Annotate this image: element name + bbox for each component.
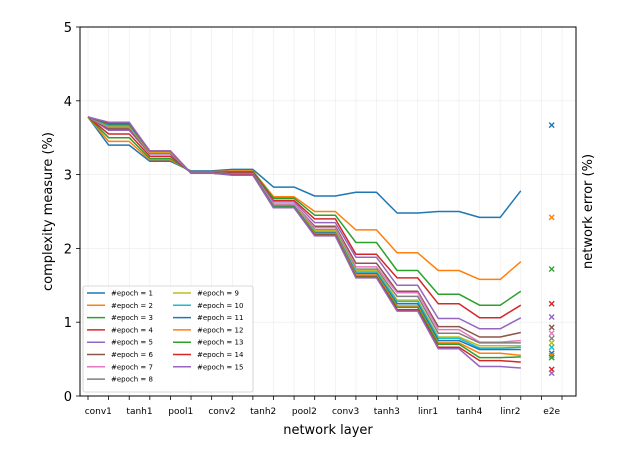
error-markers xyxy=(548,122,555,377)
x-tick-label: tanh4 xyxy=(456,407,482,417)
x-axis-ticks: conv1 tanh1 pool1 conv2 tanh2 pool2 conv3 tanh3… xyxy=(85,396,563,417)
x-tick-label: linr1 xyxy=(418,407,438,417)
x-tick-label: tanh3 xyxy=(374,407,400,417)
legend-label: #epoch = 5 xyxy=(111,339,153,347)
y-tick-label: 4 xyxy=(64,95,72,110)
error-marker-stroke xyxy=(548,370,555,377)
x-tick-label: tanh1 xyxy=(126,407,152,417)
legend-label: #epoch = 12 xyxy=(197,326,243,334)
error-marker xyxy=(548,352,555,359)
legend-label: #epoch = 1 xyxy=(111,290,153,298)
y-tick-label: 2 xyxy=(64,242,72,257)
error-marker-stroke xyxy=(548,314,555,321)
y-axis-label: complexity measure (%) xyxy=(41,132,56,291)
legend-label: #epoch = 10 xyxy=(197,302,243,310)
error-marker xyxy=(548,370,555,377)
legend: #epoch = 1 #epoch = 2 #epoch = 3 #epoch = 4… xyxy=(82,285,254,393)
series-line xyxy=(87,116,522,306)
y-tick-label: 0 xyxy=(64,390,72,405)
error-marker xyxy=(548,350,555,357)
error-marker-stroke xyxy=(548,324,555,331)
legend-label: #epoch = 11 xyxy=(197,314,243,322)
series-line xyxy=(87,116,522,219)
legend-label: #epoch = 7 xyxy=(111,363,153,371)
error-marker xyxy=(548,344,555,351)
x-tick-label: conv3 xyxy=(332,407,359,417)
plot-frame xyxy=(79,26,577,397)
series-line xyxy=(87,116,522,281)
x-tick-label: tanh2 xyxy=(250,407,276,417)
error-marker xyxy=(548,266,555,273)
x-axis-label: network layer xyxy=(283,423,373,438)
series-line xyxy=(87,116,521,369)
error-marker xyxy=(548,314,555,321)
error-marker-stroke xyxy=(548,122,555,129)
error-marker xyxy=(548,122,555,129)
error-marker-stroke xyxy=(548,266,555,273)
x-tick-label: pool1 xyxy=(168,407,193,417)
error-marker-stroke xyxy=(548,300,555,307)
legend-label: #epoch = 9 xyxy=(197,290,239,298)
error-marker-stroke xyxy=(548,350,555,357)
y-axis-ticks: 0 1 2 3 4 5 xyxy=(64,21,80,405)
y-tick-label: 3 xyxy=(64,169,72,184)
x-tick-label: e2e xyxy=(543,407,560,417)
error-marker xyxy=(548,339,555,346)
error-marker-stroke xyxy=(548,335,555,342)
legend-label: #epoch = 4 xyxy=(111,326,153,334)
legend-label: #epoch = 2 xyxy=(111,302,153,310)
error-marker-stroke xyxy=(548,330,555,337)
legend-label: #epoch = 13 xyxy=(197,339,243,347)
error-marker-stroke xyxy=(548,214,555,221)
error-marker-stroke xyxy=(548,344,555,351)
error-marker xyxy=(548,300,555,307)
x-tick-label: conv2 xyxy=(208,407,235,417)
error-marker xyxy=(548,214,555,221)
legend-box xyxy=(82,285,254,393)
error-marker xyxy=(548,330,555,337)
error-marker xyxy=(548,335,555,342)
y2-axis-label: network error (%) xyxy=(581,154,596,269)
x-tick-label: pool2 xyxy=(292,407,317,417)
x-tick-label: linr2 xyxy=(500,407,520,417)
x-tick-label: conv1 xyxy=(85,407,112,417)
error-marker xyxy=(548,324,555,331)
legend-label: #epoch = 8 xyxy=(111,376,153,384)
series-lines xyxy=(87,116,522,369)
legend-label: #epoch = 15 xyxy=(197,363,243,371)
y-tick-label: 1 xyxy=(64,316,72,331)
series-line xyxy=(87,116,522,319)
legend-label: #epoch = 6 xyxy=(111,351,153,359)
error-marker-stroke xyxy=(548,354,555,361)
legend-label: #epoch = 3 xyxy=(111,314,153,322)
y-tick-label: 5 xyxy=(64,21,72,36)
legend-label: #epoch = 14 xyxy=(197,351,244,359)
error-marker xyxy=(548,354,555,361)
error-marker-stroke xyxy=(548,352,555,359)
error-marker-stroke xyxy=(548,339,555,346)
